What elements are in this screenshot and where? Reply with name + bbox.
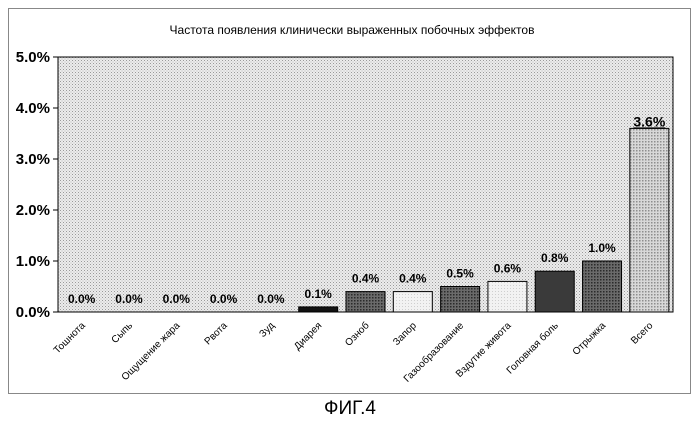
bar xyxy=(345,291,386,313)
category-label: Тошнота xyxy=(52,320,88,356)
category-label: Всего xyxy=(629,320,656,347)
chart-title: Частота появления клинически выраженных … xyxy=(170,23,535,37)
bar xyxy=(392,291,433,313)
bar-value-label: 1.0% xyxy=(588,241,616,255)
value-labels: 0.0% 0.0% 0.0% 0.0% 0.0% 0.1% 0.4% 0.4% 0.5% 0.6%… xyxy=(68,113,666,306)
y-tick-label: 2.0% xyxy=(16,202,50,219)
plot-area xyxy=(57,56,674,313)
y-tick-label: 1.0% xyxy=(16,253,50,270)
bar-value-label: 0.0% xyxy=(68,292,96,306)
category-label: Зуд xyxy=(258,320,278,340)
bar-value-label: 0.1% xyxy=(305,287,333,301)
y-tick-label: 0.0% xyxy=(16,304,50,321)
bar xyxy=(534,270,575,313)
category-label: Отрыжка xyxy=(571,320,609,358)
bar-value-label: 0.0% xyxy=(257,292,285,306)
bars xyxy=(298,127,670,313)
y-tick-label: 4.0% xyxy=(16,100,50,117)
category-label: Запор xyxy=(391,320,419,348)
category-label: Сыпь xyxy=(110,320,135,345)
bar-value-label: 0.0% xyxy=(163,292,191,306)
bar-value-label: 0.0% xyxy=(115,292,143,306)
bar xyxy=(298,306,339,313)
bar xyxy=(487,280,528,313)
bar xyxy=(440,286,481,313)
bar-value-label: 0.4% xyxy=(399,272,427,286)
category-label: Озноб xyxy=(342,319,371,348)
bar-value-label: 0.0% xyxy=(210,292,238,306)
category-label: Диарея xyxy=(292,320,324,352)
y-tick-label: 5.0% xyxy=(16,49,50,66)
y-tick-label: 3.0% xyxy=(16,151,50,168)
y-axis: 0.0% 1.0% 2.0% 3.0% 4.0% 5.0% xyxy=(16,49,58,321)
bar xyxy=(629,127,670,313)
bar-value-label: 0.5% xyxy=(446,267,474,281)
bar-value-label: 0.8% xyxy=(541,251,569,265)
bar-value-label: 3.6% xyxy=(633,113,665,129)
figure-caption: ФИГ.4 xyxy=(324,398,376,419)
bar-value-label: 0.4% xyxy=(352,272,380,286)
bar-value-label: 0.6% xyxy=(494,261,522,275)
bar xyxy=(582,260,623,313)
category-label: Рвота xyxy=(203,320,230,347)
